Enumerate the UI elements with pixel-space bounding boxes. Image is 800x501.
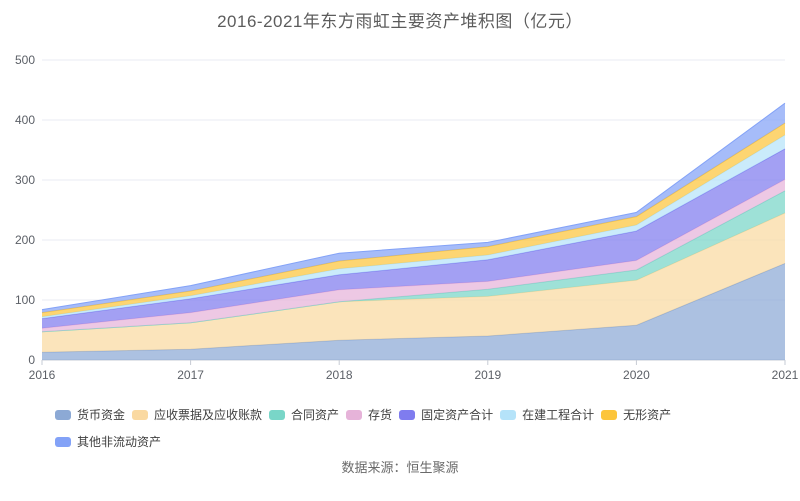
y-tick-label: 500 — [15, 53, 35, 67]
series-area-1 — [42, 213, 785, 353]
y-tick-label: 400 — [15, 113, 35, 127]
x-tick-label: 2019 — [474, 368, 501, 382]
legend-item-4[interactable]: 固定资产合计 — [399, 406, 493, 423]
chart-title: 2016-2021年东方雨虹主要资产堆积图（亿元） — [217, 12, 583, 31]
y-tick-label: 300 — [15, 173, 35, 187]
legend-swatch-icon — [269, 409, 286, 420]
legend-swatch-icon — [601, 409, 618, 420]
y-tick-label: 0 — [28, 353, 35, 367]
x-tick-label: 2020 — [623, 368, 650, 382]
series-area-4 — [42, 148, 785, 329]
legend-item-7[interactable]: 其他非流动资产 — [55, 433, 161, 450]
legend-swatch-icon — [346, 409, 363, 420]
x-tick-label: 2021 — [772, 368, 799, 382]
series-area-0 — [42, 263, 785, 360]
legend-label: 应收票据及应收账款 — [154, 408, 263, 422]
series-area-5 — [42, 135, 785, 319]
legend-item-1[interactable]: 应收票据及应收账款 — [132, 406, 262, 423]
legend-label: 存货 — [368, 408, 393, 422]
legend-swatch-icon — [500, 409, 517, 420]
legend-item-5[interactable]: 在建工程合计 — [500, 406, 594, 423]
series-area-6 — [42, 123, 785, 317]
legend-item-3[interactable]: 存货 — [346, 406, 392, 423]
legend-swatch-icon — [55, 409, 71, 420]
y-tick-label: 100 — [15, 293, 35, 307]
legend-item-0[interactable]: 货币资金 — [55, 406, 125, 423]
legend-label: 无形资产 — [623, 408, 672, 422]
legend-label: 其他非流动资产 — [77, 435, 162, 449]
data-source-note: 数据来源：恒生聚源 — [341, 460, 459, 475]
stacked-area-chart: 0 100 200 300 400 500 2016 2017 2018 2019 2020 2021 — [15, 53, 799, 382]
x-tick-label: 2018 — [326, 368, 353, 382]
legend-swatch-icon — [55, 436, 71, 447]
legend-swatch-icon — [132, 409, 149, 420]
chart-legend: 货币资金 应收票据及应收账款 合同资产 存货 固定资产合计 在建工程合计 无形资产其他非流动… — [55, 406, 771, 450]
x-tick-label: 2016 — [29, 368, 56, 382]
y-tick-label: 200 — [15, 233, 35, 247]
legend-label: 固定资产合计 — [421, 408, 494, 422]
legend-label: 货币资金 — [77, 408, 126, 422]
legend-swatch-icon — [399, 409, 416, 420]
legend-label: 在建工程合计 — [522, 408, 595, 422]
series-line-7 — [41, 102, 786, 311]
legend-label: 合同资产 — [291, 408, 340, 422]
x-tick-label: 2017 — [177, 368, 204, 382]
legend-item-6[interactable]: 无形资产 — [601, 406, 671, 423]
legend-item-2[interactable]: 合同资产 — [269, 406, 339, 423]
